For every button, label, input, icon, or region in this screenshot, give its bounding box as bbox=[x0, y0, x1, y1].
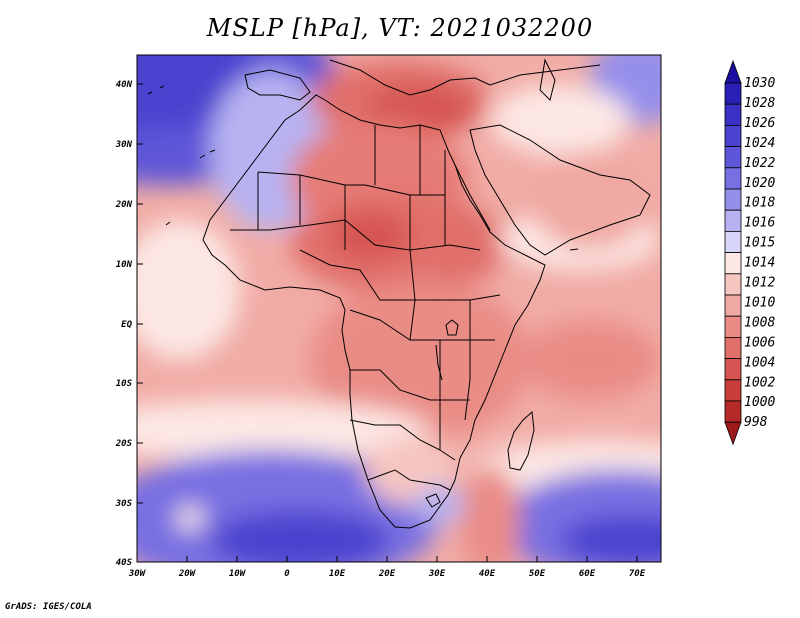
lon-label-50e: 50E bbox=[529, 569, 546, 579]
lon-label-40e: 40E bbox=[479, 569, 496, 579]
colorbar-swatch bbox=[724, 188, 742, 211]
colorbar-label: 1010 bbox=[744, 295, 775, 310]
colorbar-label: 1015 bbox=[744, 236, 775, 251]
colorbar-label: 1008 bbox=[744, 315, 775, 330]
colorbar-swatches bbox=[724, 59, 742, 446]
colorbar-label: 1014 bbox=[744, 256, 775, 271]
colorbar-label: 1026 bbox=[744, 116, 775, 131]
lon-label-70e: 70E bbox=[629, 569, 646, 579]
lon-label-20w: 20W bbox=[178, 569, 197, 579]
colorbar-label: 1002 bbox=[744, 375, 775, 390]
colorbar-swatch bbox=[724, 209, 742, 232]
lon-label-60e: 60E bbox=[579, 569, 596, 579]
lon-label-20e: 20E bbox=[378, 569, 396, 579]
colorbar-label: 1028 bbox=[744, 96, 775, 111]
colorbar-swatch bbox=[724, 379, 742, 402]
colorbar-swatch bbox=[724, 252, 742, 275]
colorbar-swatch bbox=[724, 230, 742, 253]
colorbar-swatch bbox=[724, 315, 742, 338]
colorbar-label: 998 bbox=[744, 415, 768, 430]
lat-axis: 40N 30N 20N 10N EQ 10S 20S 30S 40S bbox=[115, 80, 143, 568]
colorbar-top-arrow bbox=[724, 59, 742, 84]
chart-title: MSLP [hPa], VT: 2021032200 bbox=[206, 14, 594, 42]
colorbar-label: 1006 bbox=[744, 335, 775, 350]
colorbar-swatch bbox=[724, 273, 742, 296]
colorbar-swatch bbox=[724, 294, 742, 317]
lat-label-20s: 20S bbox=[115, 439, 133, 449]
colorbar-swatch bbox=[724, 400, 742, 423]
colorbar-label: 1000 bbox=[744, 395, 775, 410]
colorbar-swatch bbox=[724, 125, 742, 148]
colorbar-label: 1016 bbox=[744, 216, 775, 231]
lon-label-30e: 30E bbox=[428, 569, 446, 579]
lat-label-eq: EQ bbox=[121, 320, 132, 330]
pressure-field bbox=[137, 55, 661, 562]
colorbar-swatch bbox=[724, 146, 742, 169]
colorbar-swatch bbox=[724, 103, 742, 126]
colorbar-label: 1004 bbox=[744, 355, 775, 370]
colorbar-label: 1024 bbox=[744, 136, 775, 151]
lat-label-30n: 30N bbox=[115, 140, 133, 150]
colorbar-label: 1018 bbox=[744, 196, 775, 211]
colorbar-swatch bbox=[724, 358, 742, 381]
credit-text: GrADS: IGES/COLA bbox=[5, 602, 92, 612]
lat-label-10n: 10N bbox=[116, 260, 133, 270]
lon-label-10e: 10E bbox=[329, 569, 346, 579]
colorbar-label: 1020 bbox=[744, 176, 775, 191]
coastlines bbox=[147, 58, 651, 529]
colorbar-bottom-arrow bbox=[724, 421, 742, 446]
lat-label-40s: 40S bbox=[116, 558, 133, 568]
lon-label-10w: 10W bbox=[229, 569, 247, 579]
lat-label-10s: 10S bbox=[116, 379, 133, 389]
lon-label-30w: 30W bbox=[128, 569, 147, 579]
colorbar: 1030 1028 1026 1024 1022 1020 1018 1016 1015 1014… bbox=[724, 59, 775, 446]
agulhas-trough bbox=[460, 465, 520, 562]
lat-label-20n: 20N bbox=[115, 200, 133, 210]
lat-label-40n: 40N bbox=[116, 80, 133, 90]
colorbar-label: 1022 bbox=[744, 156, 775, 171]
colorbar-label: 1012 bbox=[744, 276, 775, 291]
lat-label-30s: 30S bbox=[115, 499, 133, 509]
colorbar-labels: 1030 1028 1026 1024 1022 1020 1018 1016 1015 1014… bbox=[744, 76, 775, 430]
lon-axis: 30W 20W 10W 0 10E 20E 30E 40E 50E 60E 70… bbox=[128, 556, 646, 579]
colorbar-swatch bbox=[724, 82, 742, 105]
plot-frame bbox=[136, 54, 662, 563]
colorbar-label: 1030 bbox=[744, 76, 775, 91]
colorbar-swatch bbox=[724, 167, 742, 190]
colorbar-swatch bbox=[724, 336, 742, 359]
lon-label-0: 0 bbox=[284, 569, 290, 579]
